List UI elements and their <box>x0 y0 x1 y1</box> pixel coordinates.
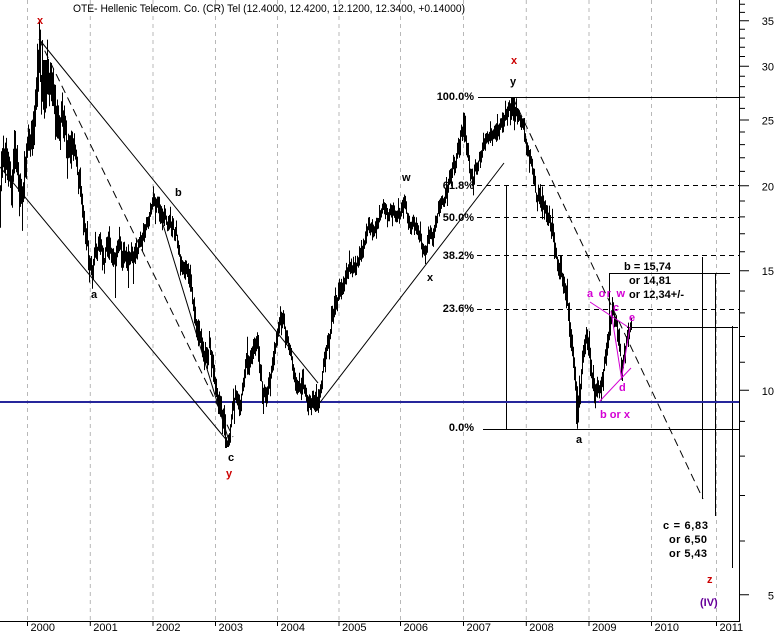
svg-text:2010: 2010 <box>655 622 679 633</box>
svg-text:5: 5 <box>768 590 774 602</box>
svg-text:(IV): (IV) <box>700 597 718 609</box>
svg-text:a: a <box>576 434 583 446</box>
svg-text:50.0%: 50.0% <box>443 212 474 224</box>
svg-text:2011: 2011 <box>720 622 744 633</box>
svg-text:30: 30 <box>762 62 774 74</box>
svg-text:y: y <box>226 468 233 480</box>
svg-text:10: 10 <box>762 386 774 398</box>
svg-text:61.8%: 61.8% <box>443 180 474 192</box>
svg-text:x: x <box>37 15 44 27</box>
svg-text:100.0%: 100.0% <box>437 91 475 103</box>
svg-text:c: c <box>228 452 234 464</box>
svg-text:b: b <box>175 187 182 199</box>
svg-text:2005: 2005 <box>342 622 366 633</box>
svg-text:a: a <box>91 289 98 301</box>
svg-text:23.6%: 23.6% <box>443 303 474 315</box>
svg-text:e: e <box>629 312 635 324</box>
svg-text:or 14,81: or 14,81 <box>629 275 671 287</box>
svg-text:c: c <box>613 302 619 314</box>
svg-text:38.2%: 38.2% <box>443 250 474 262</box>
svg-text:20: 20 <box>762 181 774 193</box>
svg-text:or 12,34+/-: or 12,34+/- <box>629 289 684 301</box>
svg-text:2002: 2002 <box>156 622 180 633</box>
svg-text:2007: 2007 <box>467 622 491 633</box>
svg-text:2006: 2006 <box>404 622 428 633</box>
svg-text:2008: 2008 <box>529 622 553 633</box>
svg-text:d: d <box>619 382 626 394</box>
svg-text:a or w: a or w <box>587 288 625 300</box>
svg-text:15: 15 <box>762 266 774 278</box>
svg-text:2003: 2003 <box>219 622 243 633</box>
svg-text:0.0%: 0.0% <box>449 422 474 434</box>
svg-text:x: x <box>511 55 518 67</box>
svg-text:y: y <box>510 76 517 88</box>
svg-text:35: 35 <box>762 16 774 28</box>
svg-text:2000: 2000 <box>31 622 55 633</box>
svg-text:w: w <box>401 172 411 184</box>
svg-text:OTE- Hellenic Telecom. Co. (CR: OTE- Hellenic Telecom. Co. (CR) Tel (12.… <box>73 3 465 15</box>
svg-text:z: z <box>707 574 713 586</box>
svg-text:x: x <box>427 272 434 284</box>
svg-text:2009: 2009 <box>592 622 616 633</box>
svg-text:or 5,43: or 5,43 <box>669 548 707 560</box>
svg-text:2001: 2001 <box>93 622 117 633</box>
svg-text:or 6,50: or 6,50 <box>669 534 707 546</box>
svg-text:b or x: b or x <box>600 409 631 421</box>
svg-text:c = 6,83: c = 6,83 <box>663 520 708 532</box>
svg-text:2004: 2004 <box>281 622 305 633</box>
svg-text:b = 15,74: b = 15,74 <box>624 261 672 273</box>
svg-text:25: 25 <box>762 116 774 128</box>
